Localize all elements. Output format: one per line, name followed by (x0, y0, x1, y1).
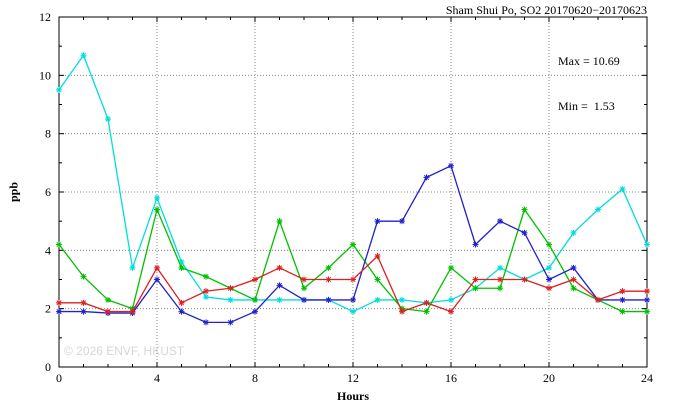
maxmin-annotation: Max = 10.69 Min = 1.53 (558, 24, 620, 144)
series-line-red (59, 255, 647, 313)
watermark: © 2026 ENVF, HKUST (64, 344, 185, 358)
svg-text:8: 8 (252, 371, 258, 385)
min-value-label: Min = 1.53 (558, 99, 615, 113)
svg-text:2: 2 (45, 302, 51, 316)
svg-text:12: 12 (347, 371, 359, 385)
svg-text:24: 24 (641, 371, 653, 385)
svg-text:16: 16 (445, 371, 457, 385)
svg-text:8: 8 (45, 127, 51, 141)
y-axis-label: ppb (6, 181, 21, 203)
svg-text:4: 4 (154, 371, 160, 385)
max-value-label: Max = 10.69 (558, 54, 620, 68)
svg-text:12: 12 (39, 10, 51, 24)
svg-text:4: 4 (45, 243, 51, 257)
svg-text:20: 20 (543, 371, 555, 385)
svg-text:10: 10 (39, 68, 51, 82)
x-axis-label: Hours (336, 389, 370, 403)
svg-text:6: 6 (45, 185, 51, 199)
chart-title: Sham Shui Po, SO2 20170620−20170623 (445, 3, 647, 17)
svg-text:0: 0 (45, 360, 51, 374)
svg-text:0: 0 (56, 371, 62, 385)
